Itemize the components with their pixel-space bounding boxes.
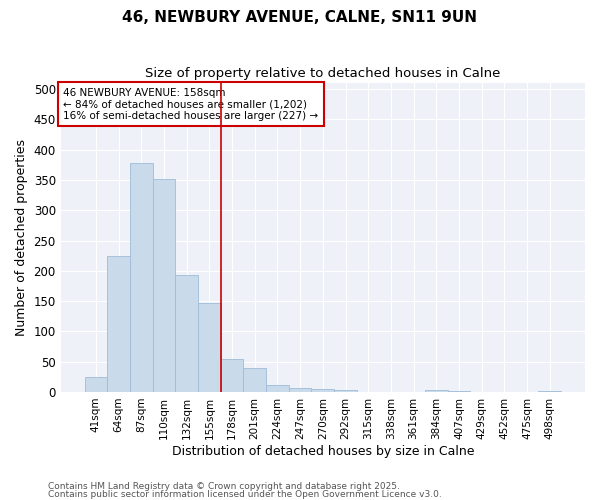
Text: Contains HM Land Registry data © Crown copyright and database right 2025.: Contains HM Land Registry data © Crown c… — [48, 482, 400, 491]
Bar — [85, 377, 107, 392]
Bar — [130, 163, 152, 392]
Bar — [311, 389, 334, 392]
Bar — [152, 179, 175, 392]
Title: Size of property relative to detached houses in Calne: Size of property relative to detached ho… — [145, 68, 500, 80]
Text: 46 NEWBURY AVENUE: 158sqm
← 84% of detached houses are smaller (1,202)
16% of se: 46 NEWBURY AVENUE: 158sqm ← 84% of detac… — [63, 88, 319, 121]
X-axis label: Distribution of detached houses by size in Calne: Distribution of detached houses by size … — [172, 444, 474, 458]
Bar — [221, 358, 244, 392]
Bar — [425, 390, 448, 392]
Bar — [198, 303, 221, 392]
Bar — [266, 386, 289, 392]
Bar — [538, 390, 561, 392]
Y-axis label: Number of detached properties: Number of detached properties — [15, 139, 28, 336]
Bar — [244, 368, 266, 392]
Bar — [334, 390, 357, 392]
Text: 46, NEWBURY AVENUE, CALNE, SN11 9UN: 46, NEWBURY AVENUE, CALNE, SN11 9UN — [122, 10, 478, 25]
Bar — [175, 275, 198, 392]
Bar — [107, 256, 130, 392]
Bar — [289, 388, 311, 392]
Bar — [448, 390, 470, 392]
Text: Contains public sector information licensed under the Open Government Licence v3: Contains public sector information licen… — [48, 490, 442, 499]
